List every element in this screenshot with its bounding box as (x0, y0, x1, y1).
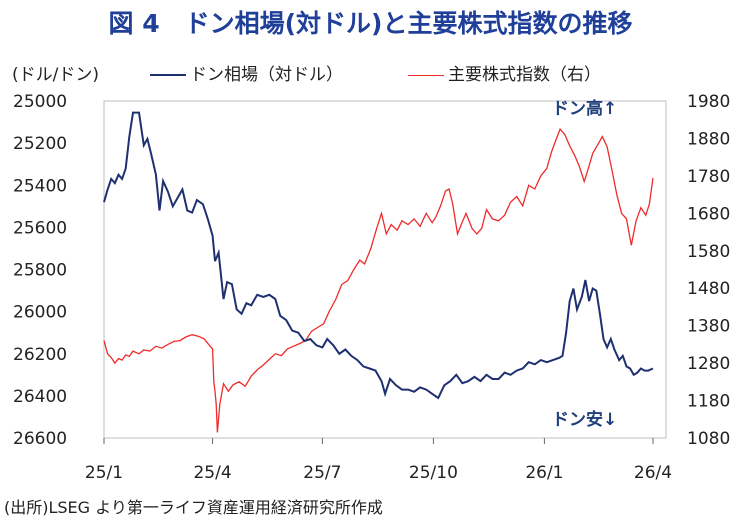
left-axis-tick-label: 25000 (13, 92, 67, 112)
legend-item-dong: ドン相場（対ドル） (150, 60, 343, 85)
left-axis-tick-label: 26400 (13, 387, 67, 407)
left-axis-tick-label: 25400 (13, 176, 67, 196)
right-axis-tick-label: 1380 (687, 317, 730, 337)
legend-item-index: 主要株式指数（右） (408, 60, 601, 85)
x-axis-tick-label: 25/7 (303, 463, 341, 483)
left-axis-tick-label: 25800 (13, 261, 67, 281)
x-axis-tick-label: 26/4 (634, 463, 672, 483)
x-axis-tick-label: 25/10 (409, 463, 458, 483)
legend-label-index: 主要株式指数（右） (448, 65, 601, 85)
series-line-index (103, 127, 654, 433)
right-axis-tick-label: 1980 (687, 92, 730, 112)
left-axis-tick-label: 26200 (13, 345, 67, 365)
chart-canvas: 25000 25200 25400 25600 25800 26000 26200 26400… (13, 92, 730, 483)
right-axis-tick-label: 1780 (687, 167, 730, 187)
right-axis-tick-label: 1580 (687, 242, 730, 262)
annotation-dong-depreciation: ドン安↓ (552, 409, 617, 430)
source-note: (出所)LSEG より第一ライフ資産運用経済研究所作成 (4, 498, 383, 517)
left-axis-tick-label: 25600 (13, 218, 67, 238)
x-axis-tick-label: 25/1 (85, 463, 123, 483)
plot-area (103, 100, 667, 439)
right-axis-tick-label: 1480 (687, 279, 730, 299)
legend-label-dong: ドン相場（対ドル） (190, 65, 343, 85)
left-axis-tick-label: 26600 (13, 429, 67, 449)
legend-swatch-dong (150, 74, 186, 76)
chart-title: 図 4 ドン相場(対ドル)と主要株式指数の推移 (108, 9, 633, 38)
x-axis-tick-label: 26/1 (525, 463, 563, 483)
series-line-dong (103, 111, 654, 400)
right-axis-tick-label: 1180 (687, 392, 730, 412)
right-axis-tick-label: 1880 (687, 129, 730, 149)
left-axis-tick-label: 25200 (13, 134, 67, 154)
annotation-dong-appreciation: ドン高↑ (552, 98, 617, 119)
right-axis-tick-label: 1280 (687, 354, 730, 374)
right-axis-tick-label: 1680 (687, 204, 730, 224)
left-axis-unit-label: (ドル/ドン) (12, 65, 99, 85)
x-axis-tick-label: 25/4 (193, 463, 231, 483)
right-axis-tick-label: 1080 (687, 429, 730, 449)
left-axis-tick-label: 26000 (13, 303, 67, 323)
legend-swatch-index (408, 74, 444, 76)
